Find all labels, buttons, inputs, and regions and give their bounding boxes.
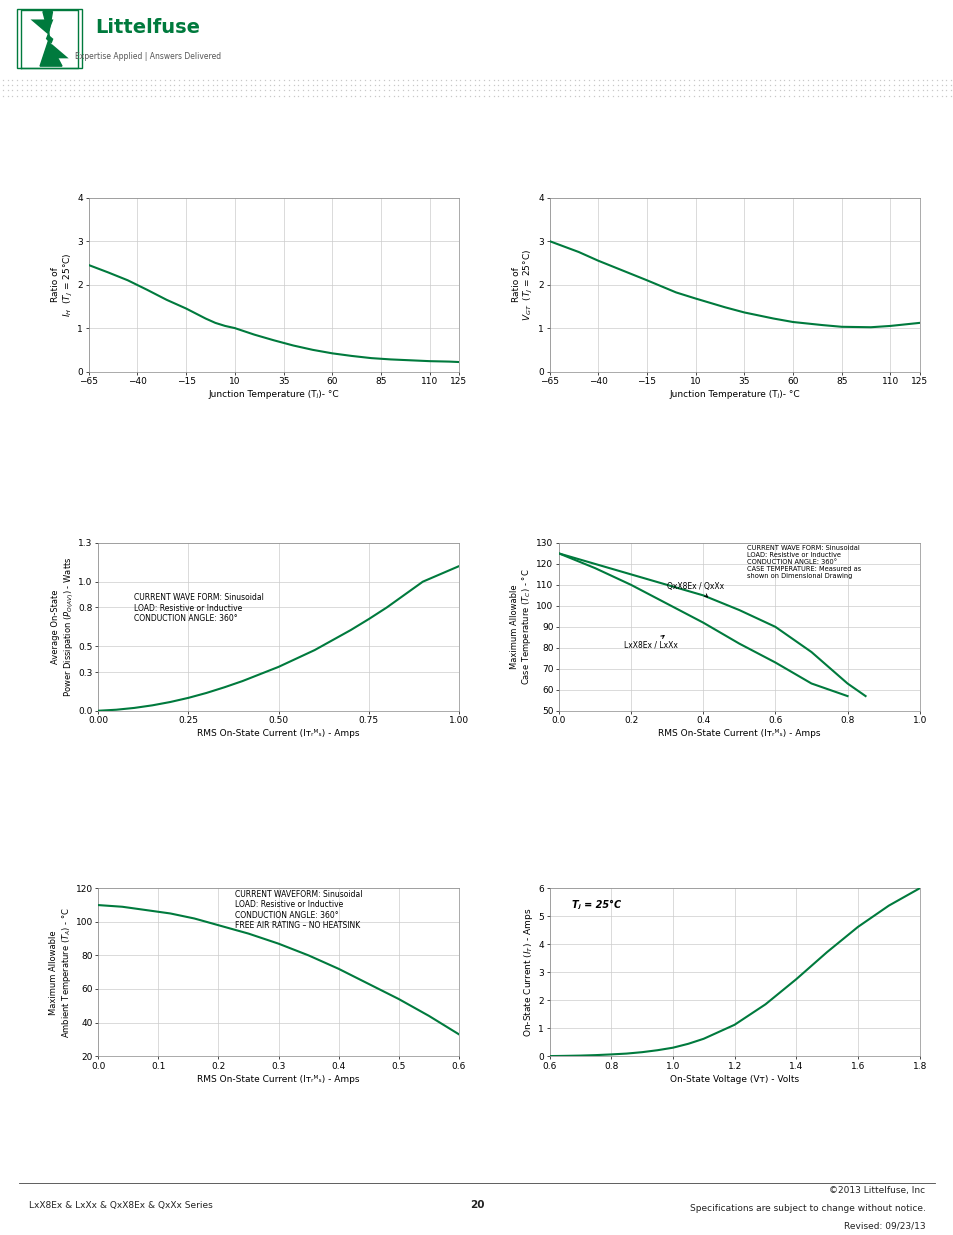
X-axis label: Junction Temperature (Tⱼ)- °C: Junction Temperature (Tⱼ)- °C [209,390,338,399]
X-axis label: RMS On-State Current (Iᴛᵣᴹₛ) - Amps: RMS On-State Current (Iᴛᵣᴹₛ) - Amps [658,730,820,739]
FancyBboxPatch shape [14,6,243,72]
Text: 0.8 Amp Sensitive & Standard Triacs: 0.8 Amp Sensitive & Standard Triacs [324,48,602,63]
FancyBboxPatch shape [17,10,82,68]
Text: Tⱼ = 25°C: Tⱼ = 25°C [571,900,620,910]
Text: Figure 7: Maximum Allowable Ambient Temperature: Figure 7: Maximum Allowable Ambient Temp… [84,819,409,829]
Text: 20: 20 [469,1200,484,1210]
Text: CURRENT WAVE FORM: Sinusoidal
LOAD: Resistive or Inductive
CONDUCTION ANGLE: 360: CURRENT WAVE FORM: Sinusoidal LOAD: Resi… [134,593,264,624]
Text: LxX8Ex & LxXx & QxX8Ex & QxXx Series: LxX8Ex & LxXx & QxX8Ex & QxXx Series [29,1200,213,1210]
Y-axis label: Ratio of
$\mathit{V_{GT}}$  ($T_J$ = 25°C): Ratio of $\mathit{V_{GT}}$ ($T_J$ = 25°C… [511,248,535,321]
Text: All Quadrants vs. Junction Temperature: All Quadrants vs. Junction Temperature [583,162,830,173]
Text: QxX8Ex / QxXx: QxX8Ex / QxXx [666,582,723,597]
X-axis label: Junction Temperature (Tⱼ)- °C: Junction Temperature (Tⱼ)- °C [669,390,799,399]
Text: Figure 6: Maximum Allowable Case Temperature: Figure 6: Maximum Allowable Case Tempera… [556,474,858,484]
X-axis label: On-State Voltage (Vᴛ) - Volts: On-State Voltage (Vᴛ) - Volts [669,1074,799,1084]
Y-axis label: Average On-State
Power Dissipation ($P_{O(AV)}$) - Watts: Average On-State Power Dissipation ($P_{… [51,557,75,697]
Y-axis label: On-State Current ($I_T$) - Amps: On-State Current ($I_T$) - Amps [522,908,535,1037]
Text: CURRENT WAVE FORM: Sinusoidal
LOAD: Resistive or Inductive
CONDUCTION ANGLE: 360: CURRENT WAVE FORM: Sinusoidal LOAD: Resi… [746,545,860,579]
Text: Expertise Applied | Answers Delivered: Expertise Applied | Answers Delivered [74,52,221,61]
Text: vs. RMS On-State Current: vs. RMS On-State Current [166,508,327,517]
Text: Specifications are subject to change without notice.: Specifications are subject to change wit… [689,1204,924,1213]
Text: Figure 8: On-State Current vs. On-State Voltage: Figure 8: On-State Current vs. On-State … [558,819,856,829]
Text: vs. On-State Current: vs. On-State Current [182,853,311,863]
Polygon shape [40,11,62,67]
Text: Figure 3: Normalized DC Holding Current: Figure 3: Normalized DC Holding Current [119,128,374,138]
Y-axis label: Maximum Allowable
Case Temperature ($T_C$) - °C: Maximum Allowable Case Temperature ($T_C… [509,568,533,685]
Text: Revised: 09/23/13: Revised: 09/23/13 [842,1221,924,1230]
Text: Figure 5: Power Dissipation (Typical): Figure 5: Power Dissipation (Typical) [132,474,361,484]
Text: (Typical): (Typical) [680,853,733,863]
Y-axis label: Ratio of
$\mathit{I_H}$  ($T_J$ = 25°C): Ratio of $\mathit{I_H}$ ($T_J$ = 25°C) [51,252,74,317]
Polygon shape [30,20,69,58]
Y-axis label: Maximum Allowable
Ambient Temperature ($T_A$) - °C: Maximum Allowable Ambient Temperature ($… [49,906,72,1037]
Text: vs. Junction Temperature: vs. Junction Temperature [168,162,325,173]
Text: ©2013 Littelfuse, Inc: ©2013 Littelfuse, Inc [828,1186,924,1195]
Text: Teccor® brand Thyristors: Teccor® brand Thyristors [324,14,643,33]
X-axis label: RMS On-State Current (Iᴛᵣᴹₛ) - Amps: RMS On-State Current (Iᴛᵣᴹₛ) - Amps [197,730,359,739]
X-axis label: RMS On-State Current (Iᴛᵣᴹₛ) - Amps: RMS On-State Current (Iᴛᵣᴹₛ) - Amps [197,1074,359,1084]
Text: vs. On-State Current: vs. On-State Current [642,508,771,517]
Text: Figure 4: Normalized DC Gate Trigger Voltage for: Figure 4: Normalized DC Gate Trigger Vol… [554,128,860,138]
Text: CURRENT WAVEFORM: Sinusoidal
LOAD: Resistive or Inductive
CONDUCTION ANGLE: 360°: CURRENT WAVEFORM: Sinusoidal LOAD: Resis… [235,890,362,930]
Text: LxX8Ex / LxXx: LxX8Ex / LxXx [623,636,678,650]
Text: Littelfuse: Littelfuse [95,17,200,37]
